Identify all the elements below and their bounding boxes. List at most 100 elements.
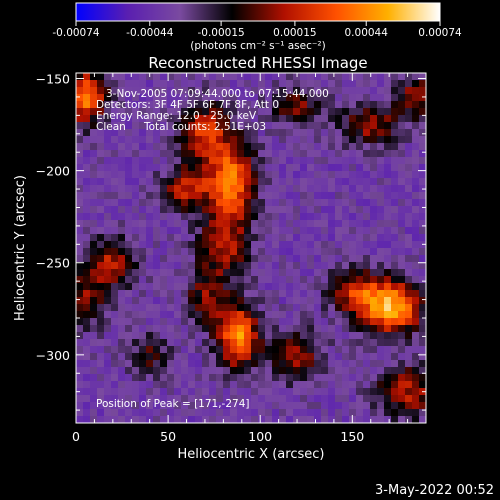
heatmap-cell (111, 206, 119, 214)
heatmap-cell (181, 409, 189, 417)
heatmap-cell (384, 325, 392, 333)
heatmap-cell (342, 290, 350, 298)
heatmap-cell (279, 388, 287, 396)
heatmap-cell (363, 241, 371, 249)
heatmap-cell (419, 395, 427, 403)
y-axis-ticks: −150−200−250−300 (36, 72, 426, 411)
heatmap-cell (118, 339, 126, 347)
heatmap-cell (202, 248, 210, 256)
heatmap-cell (111, 297, 119, 305)
heatmap-cell (405, 136, 413, 144)
heatmap-cell (314, 381, 322, 389)
heatmap-cell (167, 304, 175, 312)
heatmap-cell (342, 108, 350, 116)
heatmap-cell (132, 129, 140, 137)
heatmap-cell (230, 234, 238, 242)
heatmap-cell (412, 339, 420, 347)
heatmap-cell (160, 87, 168, 95)
heatmap-cell (90, 290, 98, 298)
heatmap-cell (258, 115, 266, 123)
heatmap-cell (230, 353, 238, 361)
heatmap-cell (125, 290, 133, 298)
heatmap-cell (363, 409, 371, 417)
heatmap-cell (251, 199, 259, 207)
heatmap-cell (139, 374, 147, 382)
heatmap-cell (195, 395, 203, 403)
heatmap-cell (181, 255, 189, 263)
heatmap-cell (293, 332, 301, 340)
heatmap-cell (195, 409, 203, 417)
heatmap-cell (293, 234, 301, 242)
heatmap-cell (286, 213, 294, 221)
heatmap-cell (132, 402, 140, 410)
heatmap-cell (279, 213, 287, 221)
heatmap-cell (90, 276, 98, 284)
heatmap-cell (83, 332, 91, 340)
heatmap-cell (342, 304, 350, 312)
heatmap-cell (356, 360, 364, 368)
heatmap-cell (412, 171, 420, 179)
heatmap-cell (328, 346, 336, 354)
heatmap-cell (202, 213, 210, 221)
heatmap-cell (342, 374, 350, 382)
heatmap-cell (167, 332, 175, 340)
heatmap-cell (293, 395, 301, 403)
heatmap-cell (342, 164, 350, 172)
heatmap-cell (167, 213, 175, 221)
heatmap-cell (307, 94, 315, 102)
heatmap-cell (223, 374, 231, 382)
heatmap-cell (132, 283, 140, 291)
heatmap-cell (167, 129, 175, 137)
heatmap-cell (370, 402, 378, 410)
heatmap-cell (132, 276, 140, 284)
heatmap-cell (419, 143, 427, 151)
heatmap-cell (146, 178, 154, 186)
heatmap-cell (216, 73, 224, 81)
heatmap-cell (167, 325, 175, 333)
heatmap-cell (321, 220, 329, 228)
heatmap-cell (209, 381, 217, 389)
heatmap-cell (279, 129, 287, 137)
heatmap-cell (174, 346, 182, 354)
heatmap-cell (83, 353, 91, 361)
heatmap-cell (251, 388, 259, 396)
heatmap-cell (279, 87, 287, 95)
heatmap-cell (132, 388, 140, 396)
heatmap-cell (118, 234, 126, 242)
heatmap-cell (356, 171, 364, 179)
heatmap-cell (153, 262, 161, 270)
heatmap-cell (111, 255, 119, 263)
heatmap-cell (237, 381, 245, 389)
heatmap-cell (90, 164, 98, 172)
heatmap-cell (258, 129, 266, 137)
heatmap-cell (111, 73, 119, 81)
heatmap-cell (349, 297, 357, 305)
heatmap-cell (391, 227, 399, 235)
heatmap-cell (314, 353, 322, 361)
heatmap-cell (76, 276, 84, 284)
heatmap-cell (398, 395, 406, 403)
heatmap-cell (398, 339, 406, 347)
heatmap-cell (398, 353, 406, 361)
heatmap-cell (286, 108, 294, 116)
heatmap-cell (167, 395, 175, 403)
heatmap-cell (132, 220, 140, 228)
heatmap-cell (272, 339, 280, 347)
heatmap-cell (244, 290, 252, 298)
heatmap-cell (258, 150, 266, 158)
heatmap-cell (118, 374, 126, 382)
heatmap-cell (230, 206, 238, 214)
heatmap-cell (300, 318, 308, 326)
heatmap-cell (237, 297, 245, 305)
heatmap-cell (139, 395, 147, 403)
heatmap-cell (160, 73, 168, 81)
heatmap-cell (216, 360, 224, 368)
annotation-total-counts: Total counts: 2.51E+03 (143, 121, 266, 133)
heatmap-cell (76, 325, 84, 333)
heatmap-cell (272, 402, 280, 410)
heatmap-cell (167, 290, 175, 298)
heatmap-cell (118, 416, 126, 424)
heatmap-cell (244, 164, 252, 172)
heatmap-cell (237, 311, 245, 319)
heatmap-cell (363, 395, 371, 403)
